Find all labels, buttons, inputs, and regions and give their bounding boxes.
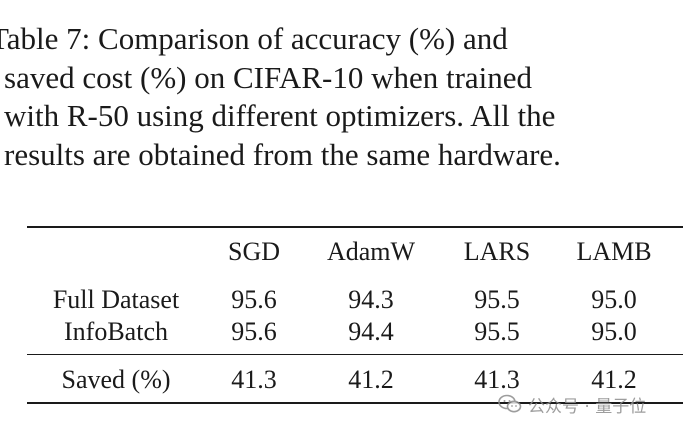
table-bottom-rule bbox=[27, 402, 683, 404]
watermark-text: 公众号 · 量子位 bbox=[528, 396, 647, 417]
header-adamw: AdamW bbox=[326, 237, 416, 266]
row-label-full-dataset: Full Dataset bbox=[52, 285, 180, 314]
cell-infobatch-adamw: 94.4 bbox=[348, 317, 394, 346]
header-lars: LARS bbox=[463, 237, 531, 266]
cell-infobatch-sgd: 95.6 bbox=[231, 317, 277, 346]
cell-infobatch-lars: 95.5 bbox=[474, 317, 520, 346]
cell-full-dataset-sgd: 95.6 bbox=[231, 285, 277, 314]
cell-full-dataset-adamw: 94.3 bbox=[348, 285, 394, 314]
wechat-icon bbox=[498, 394, 522, 414]
cell-saved-sgd: 41.3 bbox=[231, 365, 277, 394]
row-label-infobatch: InfoBatch bbox=[64, 317, 168, 346]
header-lamb: LAMB bbox=[576, 237, 652, 266]
header-sgd: SGD bbox=[227, 237, 281, 266]
cell-infobatch-lamb: 95.0 bbox=[591, 317, 637, 346]
table-top-rule bbox=[27, 226, 683, 228]
cell-full-dataset-lars: 95.5 bbox=[474, 285, 520, 314]
caption-line-4: results are obtained from the same hardw… bbox=[4, 136, 561, 172]
cell-saved-adamw: 41.2 bbox=[348, 365, 394, 394]
cell-saved-lars: 41.3 bbox=[474, 365, 520, 394]
table-caption: Table 7: Comparison of accuracy (%) and … bbox=[0, 20, 696, 174]
caption-line-3: with R-50 using different optimizers. Al… bbox=[4, 98, 556, 133]
caption-line-1: Table 7: Comparison of accuracy (%) and bbox=[0, 21, 508, 56]
caption-line-2: saved cost (%) on CIFAR-10 when trained bbox=[4, 59, 533, 95]
table-mid-rule bbox=[27, 354, 683, 355]
cell-saved-lamb: 41.2 bbox=[591, 365, 637, 394]
cell-full-dataset-lamb: 95.0 bbox=[591, 285, 637, 314]
watermark: 公众号 · 量子位 bbox=[498, 390, 646, 418]
row-label-saved: Saved (%) bbox=[61, 365, 171, 394]
